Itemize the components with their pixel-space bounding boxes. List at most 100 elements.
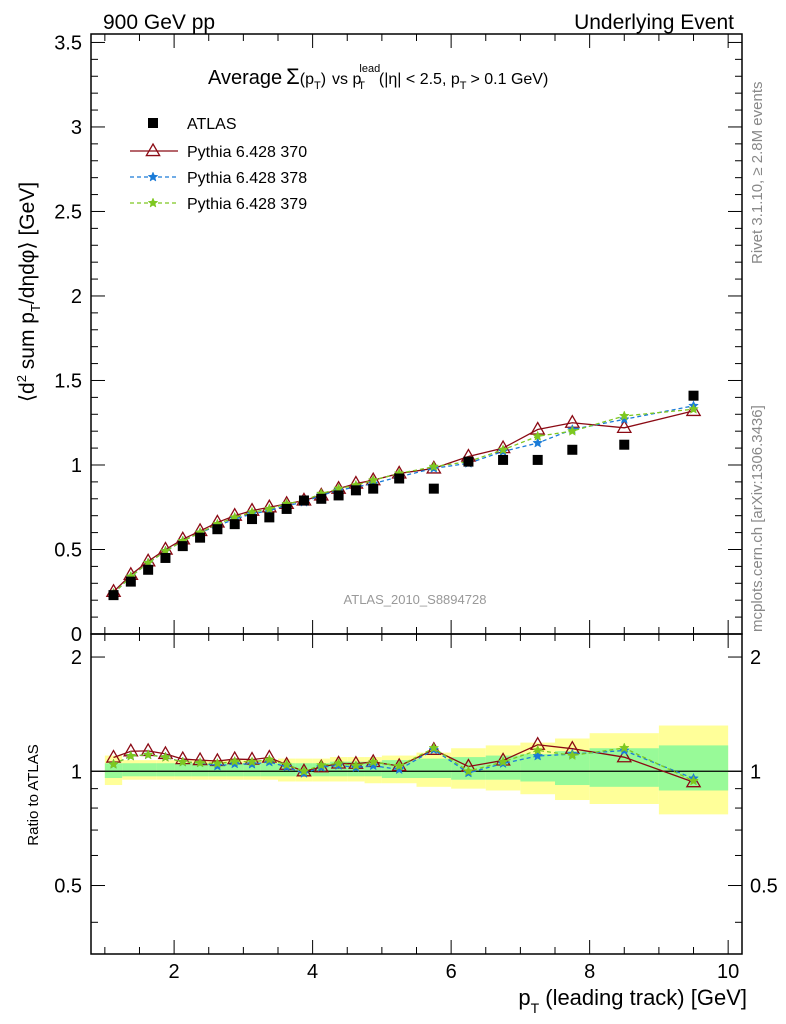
axes: 2 4 6 8 10 0 0.5 1 1.5 2 2.5 3 3.5 0.5 0.5 1 1 2 2 <box>54 32 778 983</box>
band-inner <box>364 761 382 777</box>
ratio-point-p379 <box>142 749 154 760</box>
band-inner <box>122 763 140 777</box>
y-tick-label: 1 <box>71 455 82 477</box>
x-tick-label: 10 <box>717 961 739 983</box>
y-tick-label: 3 <box>71 117 82 139</box>
legend-marker-p379 <box>147 197 159 208</box>
ratio-point-p379 <box>125 750 137 761</box>
legend: ATLAS Pythia 6.428 370 Pythia 6.428 378 Pyt… <box>130 116 307 213</box>
band-inner <box>104 763 123 779</box>
ratio-point-p379 <box>160 751 171 762</box>
band-inner <box>191 763 209 777</box>
point-p378 <box>532 437 544 448</box>
ratio-point-p370 <box>685 773 702 788</box>
band-inner <box>416 758 452 779</box>
point-p379 <box>618 410 630 421</box>
point-atlas <box>532 454 543 465</box>
ratio-point-p379 <box>688 775 699 786</box>
ratio-point-p379 <box>618 742 630 753</box>
point-atlas <box>143 564 154 575</box>
ratio-point-p379 <box>212 757 223 769</box>
series-line-p379 <box>113 408 694 594</box>
point-atlas <box>195 532 206 543</box>
point-atlas <box>212 524 223 535</box>
ratio-point-p379 <box>315 759 327 770</box>
point-atlas <box>316 493 327 504</box>
legend-label: ATLAS <box>187 116 237 133</box>
ratio-point-p379 <box>497 756 509 767</box>
rivet-label: Rivet 3.1.10, ≥ 2.8M events <box>749 82 766 265</box>
legend-marker-p370 <box>145 142 161 157</box>
ratio-point-p378 <box>367 759 379 771</box>
legend-marker-p378 <box>147 171 159 182</box>
point-atlas <box>688 390 699 401</box>
header-right: Underlying Event <box>574 11 734 34</box>
ratio-y-tick-label: 1 <box>71 761 82 783</box>
point-atlas <box>463 456 474 467</box>
ratio-point-p379 <box>108 758 119 769</box>
ratio-y-tick-label: 2 <box>71 647 82 669</box>
point-atlas <box>281 503 292 514</box>
header-left: 900 GeV pp <box>103 11 215 34</box>
point-p370 <box>616 419 633 434</box>
point-atlas <box>229 519 240 530</box>
point-atlas <box>428 483 439 494</box>
y-tick-label: 1.5 <box>54 370 82 392</box>
point-atlas <box>298 495 309 506</box>
band-inner <box>208 763 227 777</box>
point-atlas <box>125 576 136 587</box>
ratio-point-p379 <box>350 759 362 771</box>
ratio-y-axis-label: Ratio to ATLAS <box>25 744 42 845</box>
band-inner <box>156 763 175 777</box>
ratio-y-tick-label-right: 2 <box>750 647 761 669</box>
ratio-point-p378 <box>532 750 544 761</box>
point-atlas <box>567 444 578 455</box>
point-p379 <box>367 474 379 485</box>
ratio-point-p379 <box>298 765 310 776</box>
ratio-line-p379 <box>113 747 694 782</box>
point-atlas <box>108 590 119 601</box>
ratio-point-p379 <box>532 744 544 755</box>
point-p379 <box>263 503 275 514</box>
ratio-point-p379 <box>393 760 405 771</box>
point-atlas <box>350 485 361 496</box>
band-inner <box>174 763 192 777</box>
point-atlas <box>619 439 630 450</box>
x-tick-label: 8 <box>584 961 595 983</box>
y-axis-label: ⟨d2 sum pT/dηdφ⟩ [GeV] <box>14 182 43 402</box>
ratio-point-p379 <box>194 757 206 768</box>
ratio-point-p379 <box>367 756 379 767</box>
point-atlas <box>394 473 405 484</box>
point-p379 <box>497 444 509 455</box>
x-tick-label: 2 <box>169 961 180 983</box>
series-line-p370 <box>113 410 694 593</box>
point-p379 <box>688 403 699 414</box>
ratio-point-p379 <box>246 756 258 767</box>
y-tick-label: 2 <box>71 286 82 308</box>
legend-label: Pythia 6.428 378 <box>187 170 307 187</box>
band-inner <box>139 763 157 777</box>
ratio-point-p379 <box>566 749 578 760</box>
ratio-point-p379 <box>177 756 189 767</box>
point-p379 <box>428 461 440 472</box>
band-inner <box>243 763 261 777</box>
point-atlas <box>368 483 379 494</box>
x-tick-label: 6 <box>446 961 457 983</box>
ratio-point-p379 <box>333 757 344 768</box>
ratio-y-tick-label-right: 1 <box>750 761 761 783</box>
plot-title: Average Σ(pT) vs plead T (|η| < 2.5, pT > 0.1… <box>208 63 548 92</box>
point-atlas <box>177 541 188 552</box>
legend-marker-atlas <box>148 118 158 128</box>
band-inner <box>226 763 244 777</box>
x-tick-label: 4 <box>307 961 318 983</box>
ratio-point-p379 <box>263 754 275 765</box>
point-atlas <box>264 512 275 523</box>
point-atlas <box>160 552 171 563</box>
analysis-watermark: ATLAS_2010_S8894728 <box>344 592 487 607</box>
ratio-point-p379 <box>229 755 241 767</box>
point-p370 <box>685 402 702 417</box>
band-inner <box>658 745 729 791</box>
y-tick-label: 0 <box>71 624 82 646</box>
legend-label: Pythia 6.428 370 <box>187 144 307 161</box>
